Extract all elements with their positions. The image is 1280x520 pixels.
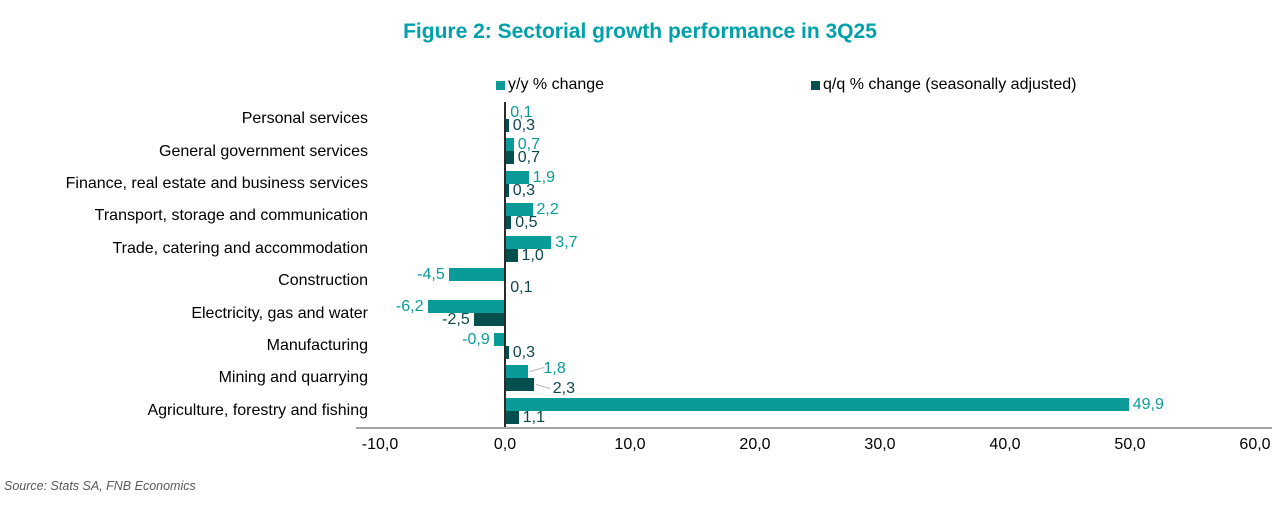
- category-label: Construction: [278, 272, 368, 290]
- category-label: Electricity, gas and water: [191, 304, 368, 322]
- value-label-qq: 0,5: [515, 214, 538, 232]
- bar-yy: [505, 397, 1129, 411]
- x-axis-baseline: [356, 427, 1272, 429]
- category-label: Agriculture, forestry and fishing: [147, 401, 368, 419]
- value-label-qq: 0,3: [512, 343, 535, 361]
- source-note: Source: Stats SA, FNB Economics: [4, 479, 196, 493]
- category-label: Transport, storage and communication: [94, 207, 368, 225]
- x-axis-tick-label: -10,0: [361, 436, 399, 453]
- category-label: General government services: [159, 142, 368, 160]
- legend-item-yy: y/y % change: [496, 76, 604, 94]
- category-label: Manufacturing: [266, 336, 368, 354]
- legend-marker-qq-icon: [811, 80, 820, 90]
- value-label-yy: -6,2: [395, 298, 424, 316]
- bar-qq: [505, 151, 514, 165]
- x-axis-tick-label: 30,0: [864, 436, 896, 453]
- legend-label-qq: q/q % change (seasonally adjusted): [823, 76, 1077, 93]
- category-label: Trade, catering and accommodation: [112, 239, 368, 257]
- bar-qq: [505, 183, 509, 197]
- chart-title: Figure 2: Sectorial growth performance i…: [403, 20, 877, 43]
- value-label-yy: 0,7: [517, 136, 540, 154]
- legend-item-qq: q/q % change (seasonally adjusted): [811, 76, 1077, 94]
- value-label-qq: 0,3: [512, 181, 535, 199]
- value-label-qq: 0,3: [512, 117, 535, 134]
- category-label: Mining and quarrying: [218, 369, 368, 387]
- value-label-yy: 1,9: [532, 168, 555, 186]
- value-label-qq: 0,7: [517, 149, 540, 167]
- x-axis-tick-label: 60,0: [1239, 436, 1271, 453]
- value-label-qq: 1,1: [522, 408, 545, 426]
- value-label-qq: 1,0: [521, 246, 544, 264]
- bar-qq: [505, 410, 519, 424]
- x-axis-tick-label: 20,0: [739, 436, 771, 453]
- category-label: Personal services: [241, 110, 368, 128]
- legend-marker-yy-icon: [496, 80, 505, 90]
- bar-qq: [505, 248, 518, 262]
- bar-yy: [505, 170, 529, 184]
- value-label-yy: 1,8: [543, 360, 566, 378]
- bar-yy: [427, 300, 505, 314]
- category-label: Finance, real estate and business servic…: [65, 174, 368, 192]
- bar-yy: [493, 332, 505, 346]
- x-axis-tick-label: 40,0: [989, 436, 1021, 453]
- label-leader-line: [529, 367, 545, 373]
- value-label-qq: 0,1: [510, 279, 533, 296]
- bar-yy: [505, 138, 514, 152]
- x-axis-tick-label: 10,0: [614, 436, 646, 453]
- bar-yy: [448, 268, 505, 281]
- value-label-yy: 2,2: [536, 201, 559, 219]
- value-label-yy: 49,9: [1132, 395, 1164, 413]
- label-leader-line: [535, 384, 551, 390]
- bar-yy: [505, 235, 552, 249]
- value-label-yy: 3,7: [555, 233, 578, 251]
- value-label-yy: 0,1: [510, 104, 533, 121]
- bar-qq: [505, 119, 509, 132]
- bar-yy: [505, 203, 533, 217]
- value-label-qq: 2,3: [552, 380, 575, 398]
- bar-qq: [473, 313, 505, 327]
- value-label-yy: -4,5: [417, 266, 445, 283]
- bar-qq: [505, 378, 534, 392]
- legend-label-yy: y/y % change: [508, 76, 605, 93]
- value-label-yy: -0,9: [462, 330, 490, 348]
- bar-qq: [505, 216, 512, 230]
- bar-yy: [505, 365, 528, 379]
- x-axis-tick-label: 0,0: [493, 436, 517, 453]
- value-label-qq: -2,5: [442, 311, 470, 329]
- bar-qq: [505, 345, 509, 359]
- y-axis-zero-line: [504, 102, 506, 427]
- x-axis-tick-label: 50,0: [1114, 436, 1146, 453]
